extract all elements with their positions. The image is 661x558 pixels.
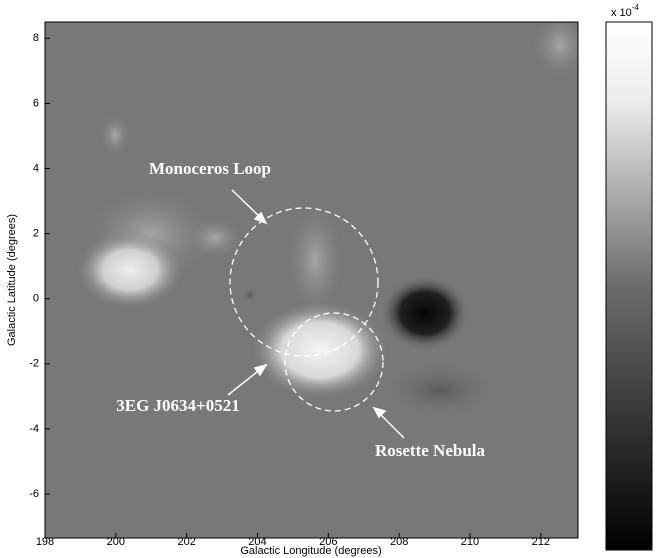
y-tick-label: 0 [33, 293, 39, 305]
y-tick-label: 2 [33, 228, 39, 240]
x-tick-label: 200 [107, 536, 125, 548]
x-tick-label: 210 [461, 536, 479, 548]
chart: Monoceros Loop 3EG J0634+0521 Rosette Ne… [0, 0, 661, 558]
x-tick-label: 212 [532, 536, 550, 548]
annotation: Rosette Nebula [375, 441, 486, 460]
colorbar-exponent: -4 [632, 3, 640, 12]
colorbar-label: x 10-4 [611, 3, 639, 19]
intensity-map [45, 10, 590, 538]
y-tick-label: -4 [29, 423, 39, 435]
y-tick-label: -2 [29, 358, 39, 370]
annotation: Monoceros Loop [149, 159, 271, 178]
x-tick-label: 204 [248, 536, 266, 548]
y-tick-label: 8 [33, 32, 39, 44]
x-tick-label: 206 [319, 536, 337, 548]
y-tick-label: -6 [29, 488, 39, 500]
y-tick-label: 4 [33, 162, 39, 174]
colorbar [606, 22, 652, 550]
y-axis-label: Galactic Latitude (degrees) [6, 214, 18, 346]
x-tick-label: 198 [36, 536, 54, 548]
x-tick-label: 202 [177, 536, 195, 548]
y-tick-label: 6 [33, 97, 39, 109]
x-tick-label: 208 [390, 536, 408, 548]
annotation: 3EG J0634+0521 [116, 396, 240, 415]
colorbar-base: x 10 [611, 7, 632, 19]
